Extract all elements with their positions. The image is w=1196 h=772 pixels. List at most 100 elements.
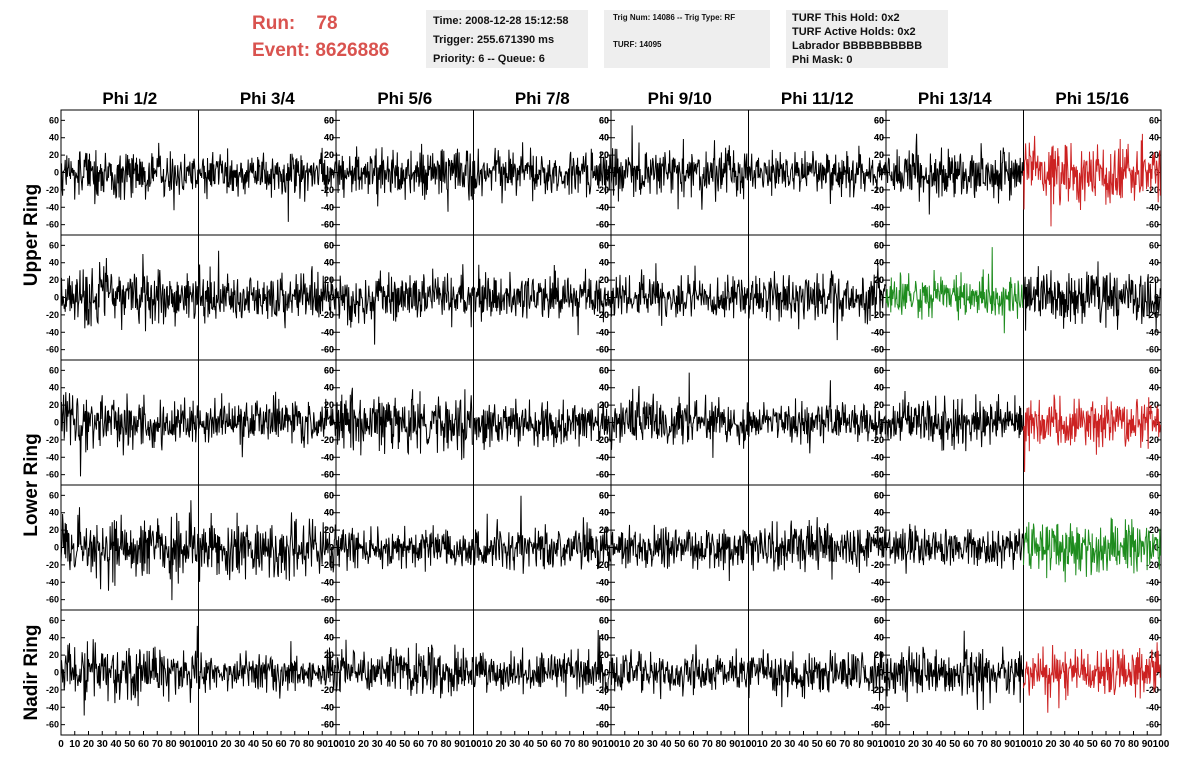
x-tick-label: 10 [894,739,906,750]
y-tick-label: -20 [871,685,884,695]
x-tick-label: 50 [262,739,274,750]
y-tick-label: 0 [329,668,334,678]
y-tick-label: 0 [604,668,609,678]
y-tick-label: 40 [324,633,334,643]
x-tick-label: 20 [220,739,232,750]
y-tick-label: -20 [46,435,59,445]
y-tick-label: -60 [871,595,884,605]
column-header: Phi 7/8 [515,89,570,108]
y-tick-label: -40 [596,702,609,712]
y-tick-label: -20 [596,560,609,570]
x-tick-label: 90 [592,739,604,750]
y-tick-label: -60 [1146,220,1159,230]
waveform-trace [473,398,611,450]
y-tick-label: 20 [324,150,334,160]
x-tick-label: 80 [990,739,1002,750]
waveform-trace [198,147,336,222]
y-tick-label: 40 [49,508,59,518]
y-tick-label: -20 [596,310,609,320]
y-tick-label: 60 [874,365,884,375]
waveform-trace [610,644,749,700]
y-tick-label: 20 [324,400,334,410]
x-tick-label: 30 [509,739,521,750]
waveform-trace [748,649,886,708]
y-tick-label: -60 [596,470,609,480]
y-tick-label: 40 [599,383,609,393]
waveform-panel: -60 -40 -20 0 20 40 60 [748,109,887,236]
waveform-trace [198,391,336,458]
y-tick-label: 20 [874,650,884,660]
y-tick-label: -20 [321,560,334,570]
y-tick-label: 40 [599,133,609,143]
y-tick-label: -20 [596,435,609,445]
y-tick-label: 60 [874,240,884,250]
y-tick-label: -20 [1146,310,1159,320]
ring-label: Upper Ring [21,184,42,286]
y-tick-label: -60 [596,595,609,605]
y-tick-label: 60 [874,365,884,375]
waveform-trace [885,247,1024,334]
y-tick-label: 60 [1149,115,1159,125]
x-tick-label: 90 [729,739,741,750]
y-tick-label: -40 [321,702,334,712]
y-tick-label: -40 [321,702,334,712]
y-tick-label: 60 [599,115,609,125]
waveform-trace [473,142,611,204]
waveform-panel: -60 -40 -20 0 20 40 60 [46,109,199,236]
y-tick-label: -20 [596,685,609,695]
x-tick-label: 80 [715,739,727,750]
ring-label: Lower Ring [21,433,42,536]
y-tick-label: 20 [874,275,884,285]
x-tick-label: 0 [58,739,64,750]
y-tick-label: 40 [1149,383,1159,393]
x-tick-label: 100 [190,739,207,750]
y-tick-label: 20 [874,150,884,160]
waveform-panel: -60 -40 -20 0 20 40 60 [596,359,749,486]
waveform-panel: -60 -40 -20 0 20 40 60 [473,234,612,361]
y-tick-label: 40 [49,258,59,268]
y-tick-label: 60 [324,490,334,500]
y-tick-label: 20 [324,525,334,535]
waveform-panel: -60 -40 -20 0 20 40 60 [473,359,612,486]
x-tick-label: 100 [1015,739,1032,750]
y-tick-label: 20 [1149,275,1159,285]
x-tick-label: 60 [825,739,837,750]
y-tick-label: 40 [324,258,334,268]
y-tick-label: 0 [329,293,334,303]
x-tick-label: 60 [550,739,562,750]
turf-active-holds-text: TURF Active Holds: 0x2 [792,26,916,38]
y-tick-label: -60 [46,345,59,355]
y-tick-label: -60 [596,345,609,355]
y-tick-label: 60 [324,240,334,250]
turf-this-hold-text: TURF This Hold: 0x2 [792,12,900,24]
y-tick-label: -40 [1146,327,1159,337]
y-tick-label: -60 [321,720,334,730]
waveform-trace [60,392,199,477]
x-tick-label: 10 [482,739,494,750]
y-tick-label: 20 [599,275,609,285]
x-tick-label: 20 [908,739,920,750]
x-tick-label: 40 [248,739,260,750]
column-header: Phi 1/2 [102,89,157,108]
x-tick-label: 10 [207,739,219,750]
y-tick-label: 20 [874,150,884,160]
y-tick-label: -40 [596,327,609,337]
y-tick-label: 40 [324,508,334,518]
x-tick-label: 10 [1032,739,1044,750]
y-tick-label: -60 [321,595,334,605]
y-tick-label: 40 [874,633,884,643]
y-tick-label: 40 [599,258,609,268]
x-tick-label: 40 [385,739,397,750]
y-tick-label: -60 [871,470,884,480]
y-tick-label: 20 [49,650,59,660]
y-tick-label: -60 [871,345,884,355]
y-tick-label: 60 [324,490,334,500]
waveform-trace [885,133,1024,215]
y-tick-label: -20 [1146,185,1159,195]
x-tick-label: 10 [619,739,631,750]
y-tick-label: -40 [871,202,884,212]
x-tick-label: 60 [1100,739,1112,750]
y-tick-label: 60 [599,490,609,500]
y-tick-label: -60 [871,220,884,230]
